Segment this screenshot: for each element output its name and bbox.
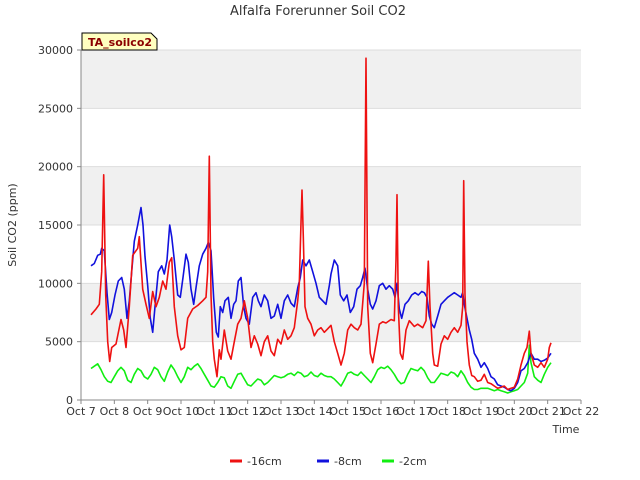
x-tick-label: Oct 13 (263, 405, 300, 418)
background-band (81, 283, 581, 342)
y-tick-label: 15000 (38, 219, 73, 232)
background-band (81, 166, 581, 225)
y-tick-label: 20000 (38, 161, 73, 174)
background-band (81, 50, 581, 109)
x-tick-label: Oct 16 (363, 405, 400, 418)
y-tick-label: 5000 (45, 336, 73, 349)
x-tick-label: Oct 15 (329, 405, 366, 418)
legend-label: -8cm (334, 455, 362, 468)
y-tick-labels: 0 5000 10000 15000 20000 25000 30000 (38, 44, 81, 407)
x-tick-label: Oct 10 (163, 405, 200, 418)
series-line-minus-16cm (90, 57, 552, 391)
chart-title: Alfalfa Forerunner Soil CO2 (230, 4, 406, 19)
legend-item: -8cm (317, 455, 362, 468)
x-tick-label: Oct 21 (529, 405, 566, 418)
legend: -16cm -8cm -2cm (230, 455, 427, 468)
legend-item: -2cm (382, 455, 427, 468)
x-tick-label: Oct 8 (100, 405, 130, 418)
background-band (81, 108, 581, 167)
y-tick-label: 10000 (38, 277, 73, 290)
x-tick-label: Oct 22 (563, 405, 600, 418)
x-tick-label: Oct 19 (463, 405, 500, 418)
station-badge: TA_soilco2 (81, 32, 158, 51)
legend-label: -16cm (247, 455, 282, 468)
y-axis-title: Soil CO2 (ppm) (6, 183, 19, 266)
background-band (81, 341, 581, 400)
x-axis-title: Time (552, 423, 580, 436)
x-tick-label: Oct 9 (133, 405, 163, 418)
legend-item: -16cm (230, 455, 282, 468)
y-tick-label: 25000 (38, 102, 73, 115)
x-tick-label: Oct 20 (496, 405, 533, 418)
x-tick-label: Oct 11 (196, 405, 233, 418)
series-line-minus-2cm (90, 344, 552, 394)
station-badge-box (81, 32, 158, 51)
x-tick-label: Oct 12 (229, 405, 266, 418)
series-line-minus-8cm (90, 206, 552, 392)
x-tick-label: Oct 7 (66, 405, 96, 418)
station-badge-label: TA_soilco2 (88, 36, 152, 49)
y-tick-label: 0 (66, 394, 73, 407)
legend-label: -2cm (399, 455, 427, 468)
x-tick-label: Oct 14 (296, 405, 333, 418)
background-bands (81, 50, 581, 400)
y-tick-label: 30000 (38, 44, 73, 57)
x-tick-label: Oct 17 (396, 405, 433, 418)
x-tick-label: Oct 18 (429, 405, 466, 418)
series-lines (90, 57, 552, 394)
